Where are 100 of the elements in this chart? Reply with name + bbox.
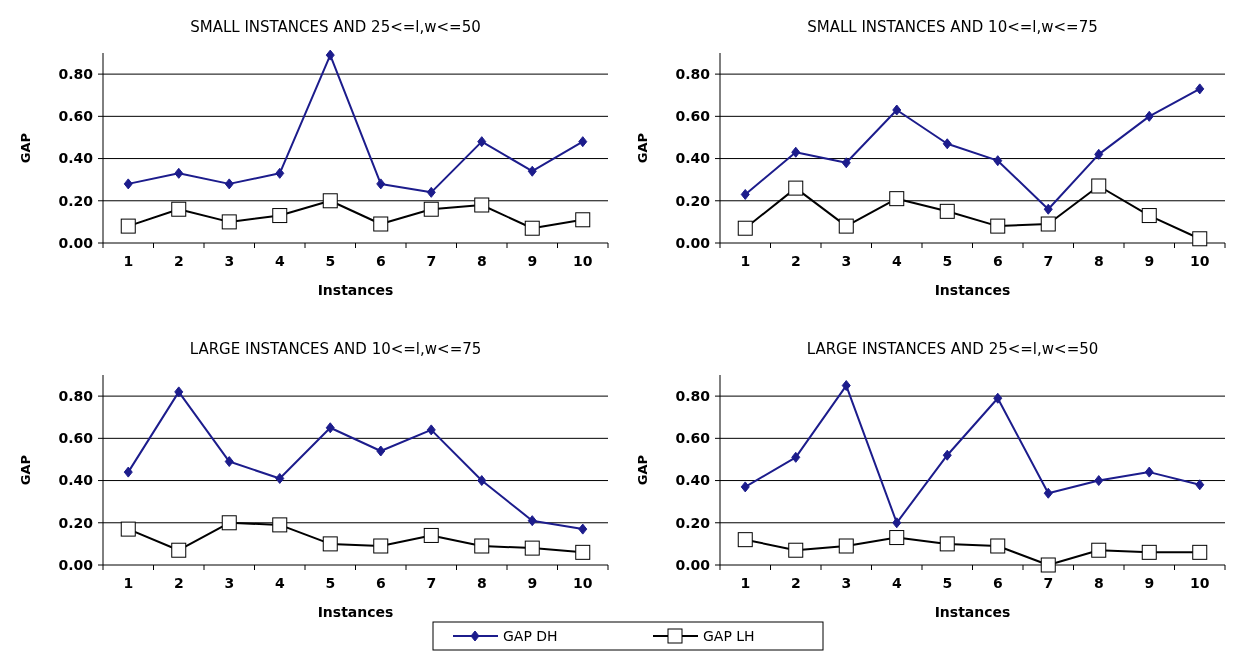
legend-label: GAP DH <box>503 627 558 644</box>
point <box>423 527 439 543</box>
point <box>322 193 338 209</box>
y-tick-label: 0.20 <box>58 514 94 531</box>
point <box>889 191 905 207</box>
point <box>275 167 285 179</box>
point <box>376 178 386 190</box>
x-tick-label: 1 <box>740 253 751 269</box>
point <box>272 208 288 224</box>
x-tick-label: 9 <box>1144 253 1155 269</box>
point <box>1094 148 1104 160</box>
y-axis-title: GAP <box>18 132 33 164</box>
point <box>578 136 588 148</box>
x-axis-title: Instances <box>934 604 1011 620</box>
x-tick-label: 6 <box>375 253 386 269</box>
point <box>275 472 285 484</box>
x-tick-label: 7 <box>1043 253 1054 269</box>
chart-title: LARGE INSTANCES AND 10<=l,w<=75 <box>189 340 482 358</box>
x-axis-title: Instances <box>317 604 394 620</box>
x-tick-label: 5 <box>325 575 336 591</box>
y-axis-title: GAP <box>18 454 33 486</box>
point <box>221 515 237 531</box>
x-tick-label: 9 <box>527 575 538 591</box>
point <box>1144 466 1154 478</box>
y-tick-label: 0.80 <box>675 388 711 405</box>
x-tick-label: 2 <box>173 253 184 269</box>
point <box>990 538 1006 554</box>
x-tick-label: 4 <box>274 253 285 269</box>
y-tick-label: 0.80 <box>58 388 94 405</box>
x-tick-label: 8 <box>476 253 487 269</box>
point <box>224 178 234 190</box>
point <box>841 380 851 392</box>
y-tick-label: 0.60 <box>58 430 94 447</box>
point <box>575 544 591 560</box>
x-tick-label: 7 <box>426 575 437 591</box>
point <box>993 155 1003 167</box>
x-tick-label: 3 <box>841 253 852 269</box>
y-tick-label: 0.00 <box>675 234 711 251</box>
x-tick-label: 10 <box>573 575 593 591</box>
point <box>527 515 537 527</box>
point <box>788 180 804 196</box>
point <box>740 481 750 493</box>
x-tick-label: 8 <box>476 575 487 591</box>
x-tick-label: 2 <box>790 253 801 269</box>
x-tick-label: 6 <box>992 575 1003 591</box>
point <box>889 530 905 546</box>
point <box>174 386 184 398</box>
point <box>524 540 540 556</box>
x-tick-label: 10 <box>573 253 593 269</box>
point <box>221 214 237 230</box>
point <box>892 104 902 116</box>
point <box>474 197 490 213</box>
point <box>1144 110 1154 122</box>
y-tick-label: 0.40 <box>58 150 94 167</box>
y-tick-label: 0.80 <box>675 66 711 83</box>
point <box>993 392 1003 404</box>
point <box>1141 544 1157 560</box>
point <box>120 218 136 234</box>
x-tick-label: 9 <box>1144 575 1155 591</box>
point <box>740 188 750 200</box>
point <box>737 220 753 236</box>
point <box>426 424 436 436</box>
x-tick-label: 5 <box>325 253 336 269</box>
point <box>224 456 234 468</box>
point <box>1043 203 1053 215</box>
x-axis-title: Instances <box>934 282 1011 298</box>
point <box>373 216 389 232</box>
point <box>174 167 184 179</box>
x-tick-label: 8 <box>1093 253 1104 269</box>
y-axis-title: GAP <box>635 454 650 486</box>
x-tick-label: 3 <box>841 575 852 591</box>
point <box>1195 83 1205 95</box>
y-tick-label: 0.00 <box>675 556 711 573</box>
point <box>120 521 136 537</box>
x-tick-label: 4 <box>274 575 285 591</box>
x-tick-label: 10 <box>1190 575 1210 591</box>
chart-title: SMALL INSTANCES AND 10<=l,w<=75 <box>807 18 1098 36</box>
x-axis-title: Instances <box>317 282 394 298</box>
point <box>575 212 591 228</box>
point <box>578 523 588 535</box>
x-tick-label: 5 <box>942 575 953 591</box>
point <box>1192 231 1208 247</box>
x-tick-label: 4 <box>891 253 902 269</box>
x-tick-label: 2 <box>173 575 184 591</box>
point <box>1043 487 1053 499</box>
point <box>892 517 902 529</box>
y-tick-label: 0.00 <box>58 556 94 573</box>
point <box>791 451 801 463</box>
x-tick-label: 3 <box>224 253 235 269</box>
point <box>942 138 952 150</box>
point <box>1195 479 1205 491</box>
point <box>942 449 952 461</box>
y-tick-label: 0.00 <box>58 234 94 251</box>
point <box>990 218 1006 234</box>
x-tick-label: 1 <box>123 253 134 269</box>
point <box>373 538 389 554</box>
y-tick-label: 0.60 <box>675 430 711 447</box>
point <box>477 475 487 487</box>
x-tick-label: 3 <box>224 575 235 591</box>
point <box>1040 216 1056 232</box>
